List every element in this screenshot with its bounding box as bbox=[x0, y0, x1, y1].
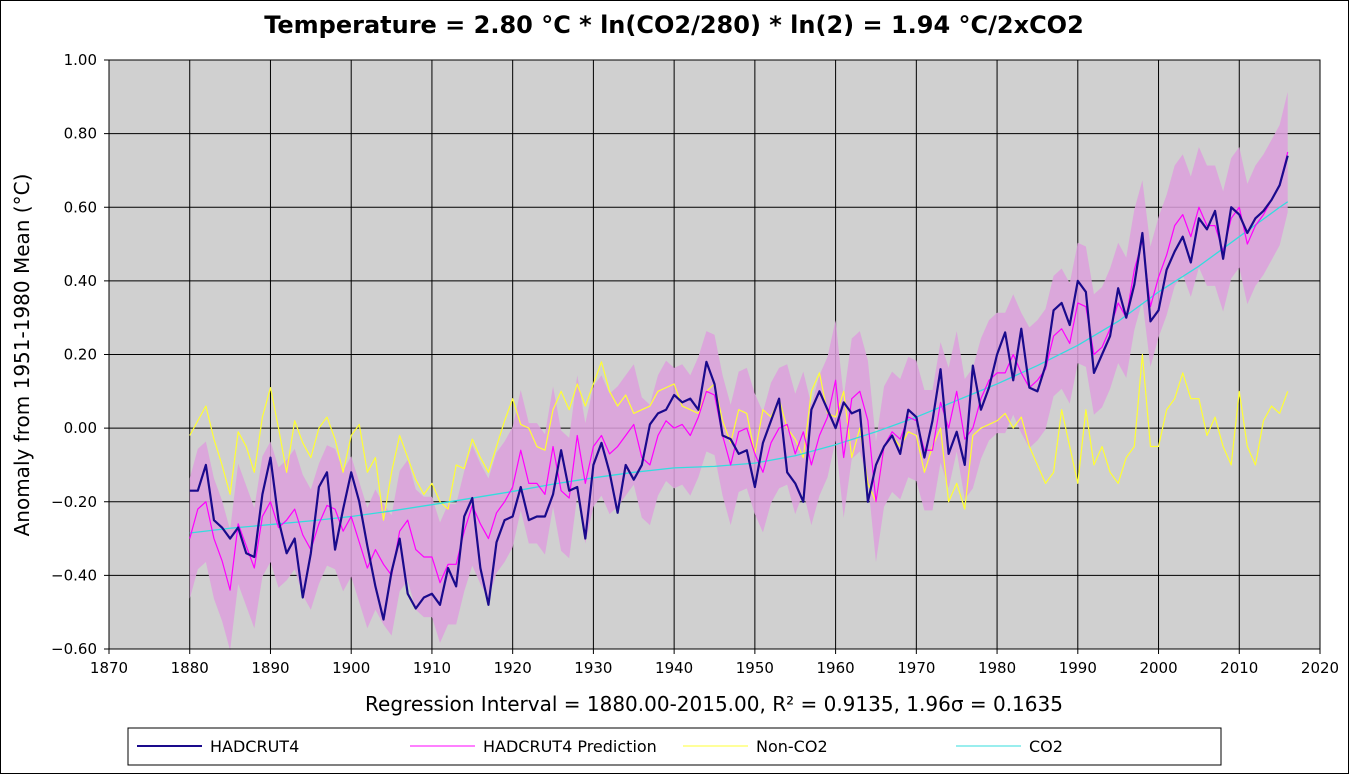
chart-title: Temperature = 2.80 °C * ln(CO2/280) * ln… bbox=[264, 11, 1084, 39]
y-tick-label: 1.00 bbox=[64, 51, 97, 69]
y-tick-label: 0.40 bbox=[64, 272, 97, 290]
x-tick-label: 1980 bbox=[978, 659, 1016, 677]
y-axis-ticks: −0.60 −0.40 −0.20 0.00 0.20 0.40 0.60 0.80 1.00 bbox=[51, 51, 109, 658]
prediction-confidence-band bbox=[189, 91, 1288, 651]
y-tick-label: 0.60 bbox=[64, 198, 97, 216]
x-tick-label: 2000 bbox=[1139, 659, 1177, 677]
x-tick-label: 1920 bbox=[494, 659, 532, 677]
x-axis-label: Regression Interval = 1880.00-2015.00, R… bbox=[365, 692, 1063, 716]
y-tick-label: 0.20 bbox=[64, 346, 97, 364]
legend-label-non-co2: Non-CO2 bbox=[756, 737, 828, 756]
x-tick-label: 2010 bbox=[1220, 659, 1258, 677]
x-tick-label: 1870 bbox=[90, 659, 128, 677]
x-tick-label: 1970 bbox=[897, 659, 935, 677]
x-tick-label: 1880 bbox=[171, 659, 209, 677]
y-tick-label: −0.40 bbox=[51, 566, 97, 584]
y-tick-label: −0.60 bbox=[51, 640, 97, 658]
x-tick-label: 1930 bbox=[574, 659, 612, 677]
y-axis-label: Anomaly from 1951-1980 Mean (°C) bbox=[10, 174, 34, 537]
series-line-hadcrut4 bbox=[189, 155, 1289, 621]
x-tick-label: 1950 bbox=[736, 659, 774, 677]
x-tick-label: 1910 bbox=[413, 659, 451, 677]
y-tick-label: 0.00 bbox=[64, 419, 97, 437]
legend: HADCRUT4 HADCRUT4 Prediction Non-CO2 CO2 bbox=[127, 727, 1222, 766]
x-tick-label: 1890 bbox=[251, 659, 289, 677]
x-tick-label: 1940 bbox=[655, 659, 693, 677]
legend-box bbox=[127, 727, 1222, 766]
x-axis-ticks: 1870 1880 1890 1900 1910 1920 1930 1940 1950 1960… bbox=[90, 649, 1339, 677]
x-tick-label: 1990 bbox=[1059, 659, 1097, 677]
series-line-non-co2 bbox=[189, 353, 1289, 521]
series-line-co2 bbox=[189, 201, 1289, 534]
series-line-prediction bbox=[189, 151, 1289, 591]
legend-label-hadcrut4: HADCRUT4 bbox=[210, 737, 299, 756]
data-lines bbox=[189, 151, 1289, 621]
y-tick-label: −0.20 bbox=[51, 493, 97, 511]
x-tick-label: 1960 bbox=[817, 659, 855, 677]
legend-label-co2: CO2 bbox=[1029, 737, 1063, 756]
y-tick-label: 0.80 bbox=[64, 125, 97, 143]
x-tick-label: 1900 bbox=[332, 659, 370, 677]
x-tick-label: 2020 bbox=[1301, 659, 1339, 677]
legend-label-prediction: HADCRUT4 Prediction bbox=[483, 737, 657, 756]
